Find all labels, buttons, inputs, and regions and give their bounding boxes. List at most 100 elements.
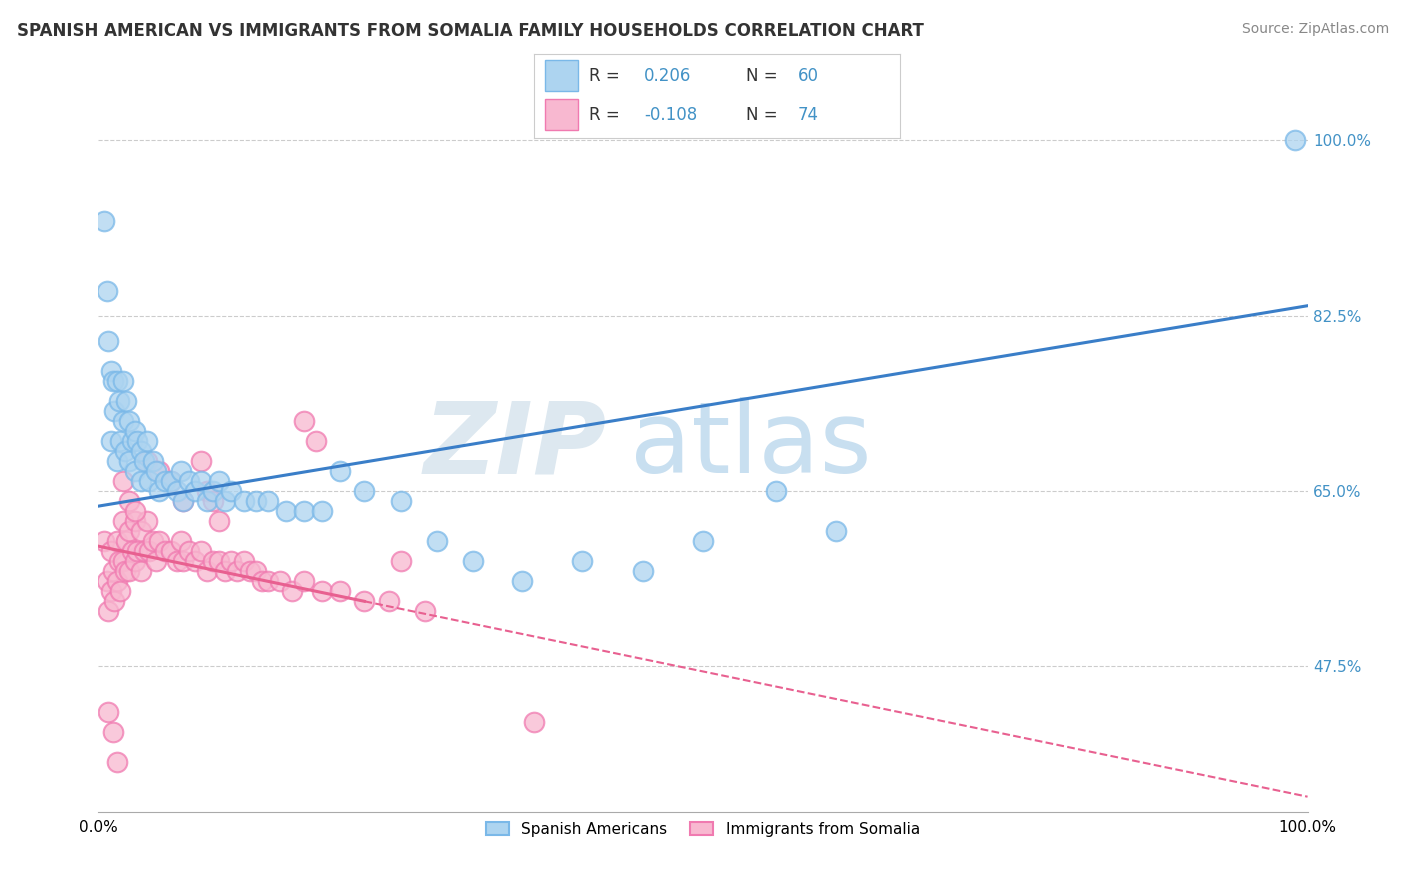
- Text: Source: ZipAtlas.com: Source: ZipAtlas.com: [1241, 22, 1389, 37]
- Point: [179, 544, 201, 558]
- Point: [329, 584, 352, 599]
- Point: [103, 594, 125, 608]
- Point: [208, 514, 231, 528]
- Point: [148, 464, 170, 478]
- Point: [245, 494, 267, 508]
- Point: [118, 524, 141, 538]
- Point: [93, 213, 115, 227]
- Point: [127, 434, 149, 448]
- Point: [108, 584, 131, 599]
- Point: [103, 404, 125, 418]
- Point: [145, 554, 167, 568]
- Point: [97, 334, 120, 348]
- Point: [692, 534, 714, 549]
- Point: [105, 374, 128, 388]
- Point: [329, 464, 352, 478]
- Point: [135, 514, 157, 528]
- Point: [105, 574, 128, 589]
- Point: [96, 574, 118, 589]
- Point: [100, 584, 122, 599]
- Point: [145, 464, 167, 478]
- Point: [135, 434, 157, 448]
- Point: [111, 554, 134, 568]
- Point: [571, 554, 593, 568]
- Point: [463, 554, 485, 568]
- Point: [256, 574, 278, 589]
- Point: [114, 564, 136, 578]
- Point: [190, 544, 212, 558]
- Point: [121, 544, 143, 558]
- Point: [111, 414, 134, 428]
- Point: [97, 604, 120, 618]
- Text: R =: R =: [589, 67, 626, 85]
- Point: [160, 544, 183, 558]
- Point: [134, 454, 156, 468]
- Point: [311, 584, 333, 599]
- Point: [118, 494, 141, 508]
- Point: [101, 724, 124, 739]
- Point: [292, 574, 315, 589]
- Text: ZIP: ZIP: [423, 398, 606, 494]
- Point: [256, 494, 278, 508]
- Legend: Spanish Americans, Immigrants from Somalia: Spanish Americans, Immigrants from Somal…: [478, 814, 928, 845]
- Point: [389, 554, 412, 568]
- Point: [179, 474, 201, 488]
- Point: [311, 504, 333, 518]
- Point: [825, 524, 848, 538]
- Point: [523, 714, 546, 729]
- Point: [190, 474, 212, 488]
- Point: [118, 564, 141, 578]
- Point: [118, 454, 141, 468]
- Point: [202, 494, 225, 508]
- Point: [153, 474, 176, 488]
- Point: [111, 474, 134, 488]
- Point: [413, 604, 436, 618]
- Bar: [546, 99, 578, 130]
- Point: [105, 454, 128, 468]
- Text: R =: R =: [589, 105, 626, 123]
- Point: [124, 424, 146, 438]
- Point: [166, 484, 188, 499]
- Point: [118, 414, 141, 428]
- Point: [208, 474, 231, 488]
- Point: [124, 554, 146, 568]
- Point: [100, 434, 122, 448]
- Point: [169, 534, 191, 549]
- Point: [111, 374, 134, 388]
- Point: [160, 474, 183, 488]
- Point: [202, 484, 225, 499]
- Point: [169, 464, 191, 478]
- Point: [129, 444, 152, 458]
- Point: [124, 464, 146, 478]
- Point: [129, 524, 152, 538]
- Point: [114, 444, 136, 458]
- Point: [108, 554, 131, 568]
- Point: [226, 564, 249, 578]
- Text: N =: N =: [747, 67, 783, 85]
- Text: 74: 74: [797, 105, 818, 123]
- Text: 0.206: 0.206: [644, 67, 692, 85]
- Point: [111, 514, 134, 528]
- Point: [190, 454, 212, 468]
- Point: [510, 574, 533, 589]
- Point: [195, 494, 218, 508]
- Point: [105, 755, 128, 769]
- Point: [281, 584, 304, 599]
- Point: [148, 484, 170, 499]
- Text: atlas: atlas: [630, 398, 872, 494]
- Point: [232, 494, 254, 508]
- Point: [239, 564, 262, 578]
- Point: [108, 393, 131, 408]
- Point: [115, 393, 138, 408]
- Point: [105, 534, 128, 549]
- Point: [153, 544, 176, 558]
- Point: [138, 544, 160, 558]
- Point: [214, 564, 236, 578]
- Point: [172, 494, 194, 508]
- Point: [353, 484, 375, 499]
- Point: [274, 504, 297, 518]
- Text: 60: 60: [797, 67, 818, 85]
- Point: [184, 554, 207, 568]
- Point: [101, 374, 124, 388]
- Point: [214, 494, 236, 508]
